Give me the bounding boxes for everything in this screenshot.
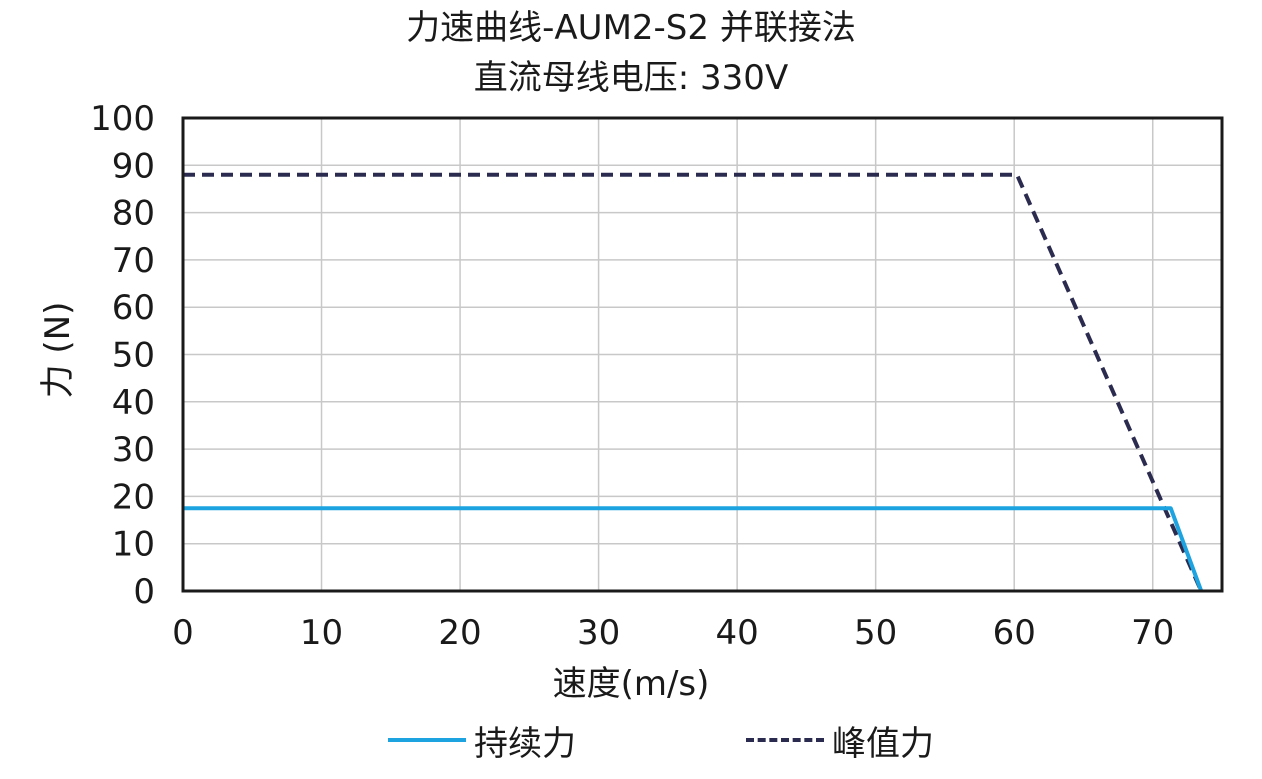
- y-tick-label: 90: [112, 146, 155, 186]
- legend-swatch-continuous: [388, 738, 466, 742]
- x-tick-label: 20: [438, 613, 481, 653]
- y-tick-label: 70: [112, 241, 155, 281]
- y-tick-label: 40: [112, 383, 155, 423]
- y-axis-label: 力 (N): [38, 301, 78, 399]
- x-axis-label: 速度(m/s): [552, 664, 710, 704]
- x-tick-labels: 0 10 20 30 40 50 60 70: [172, 613, 1174, 653]
- legend-label-continuous: 持续力: [474, 723, 576, 764]
- grid: [182, 117, 1222, 592]
- legend-swatch-peak: [746, 738, 824, 742]
- y-tick-label: 100: [90, 99, 155, 139]
- x-tick-label: 70: [1131, 613, 1174, 653]
- legend-item-peak: 峰值力: [746, 718, 934, 764]
- legend-label-peak: 峰值力: [832, 723, 934, 764]
- x-tick-label: 60: [993, 613, 1036, 653]
- x-tick-label: 10: [300, 613, 343, 653]
- y-tick-label: 10: [112, 525, 155, 565]
- series-line-continuous: [183, 506, 1204, 592]
- series-lines: [183, 172, 1204, 592]
- legend-item-continuous: 持续力: [388, 718, 576, 764]
- chart-subtitle: 直流母线电压: 330V: [473, 58, 789, 98]
- x-tick-label: 50: [854, 613, 897, 653]
- x-tick-label: 40: [716, 613, 759, 653]
- y-tick-label: 50: [112, 336, 155, 376]
- y-tick-label: 0: [133, 572, 155, 612]
- chart-title: 力速曲线-AUM2-S2 并联接法: [406, 8, 856, 48]
- y-tick-label: 30: [112, 430, 155, 470]
- y-tick-label: 60: [112, 288, 155, 328]
- y-tick-label: 80: [112, 194, 155, 234]
- x-tick-label: 0: [172, 613, 194, 653]
- y-tick-label: 20: [112, 477, 155, 517]
- y-tick-labels: 0 10 20 30 40 50 60 70 80 90 100: [90, 99, 155, 612]
- plot-frame: [181, 116, 1224, 593]
- x-tick-label: 30: [577, 613, 620, 653]
- series-line-peak: [183, 172, 1204, 592]
